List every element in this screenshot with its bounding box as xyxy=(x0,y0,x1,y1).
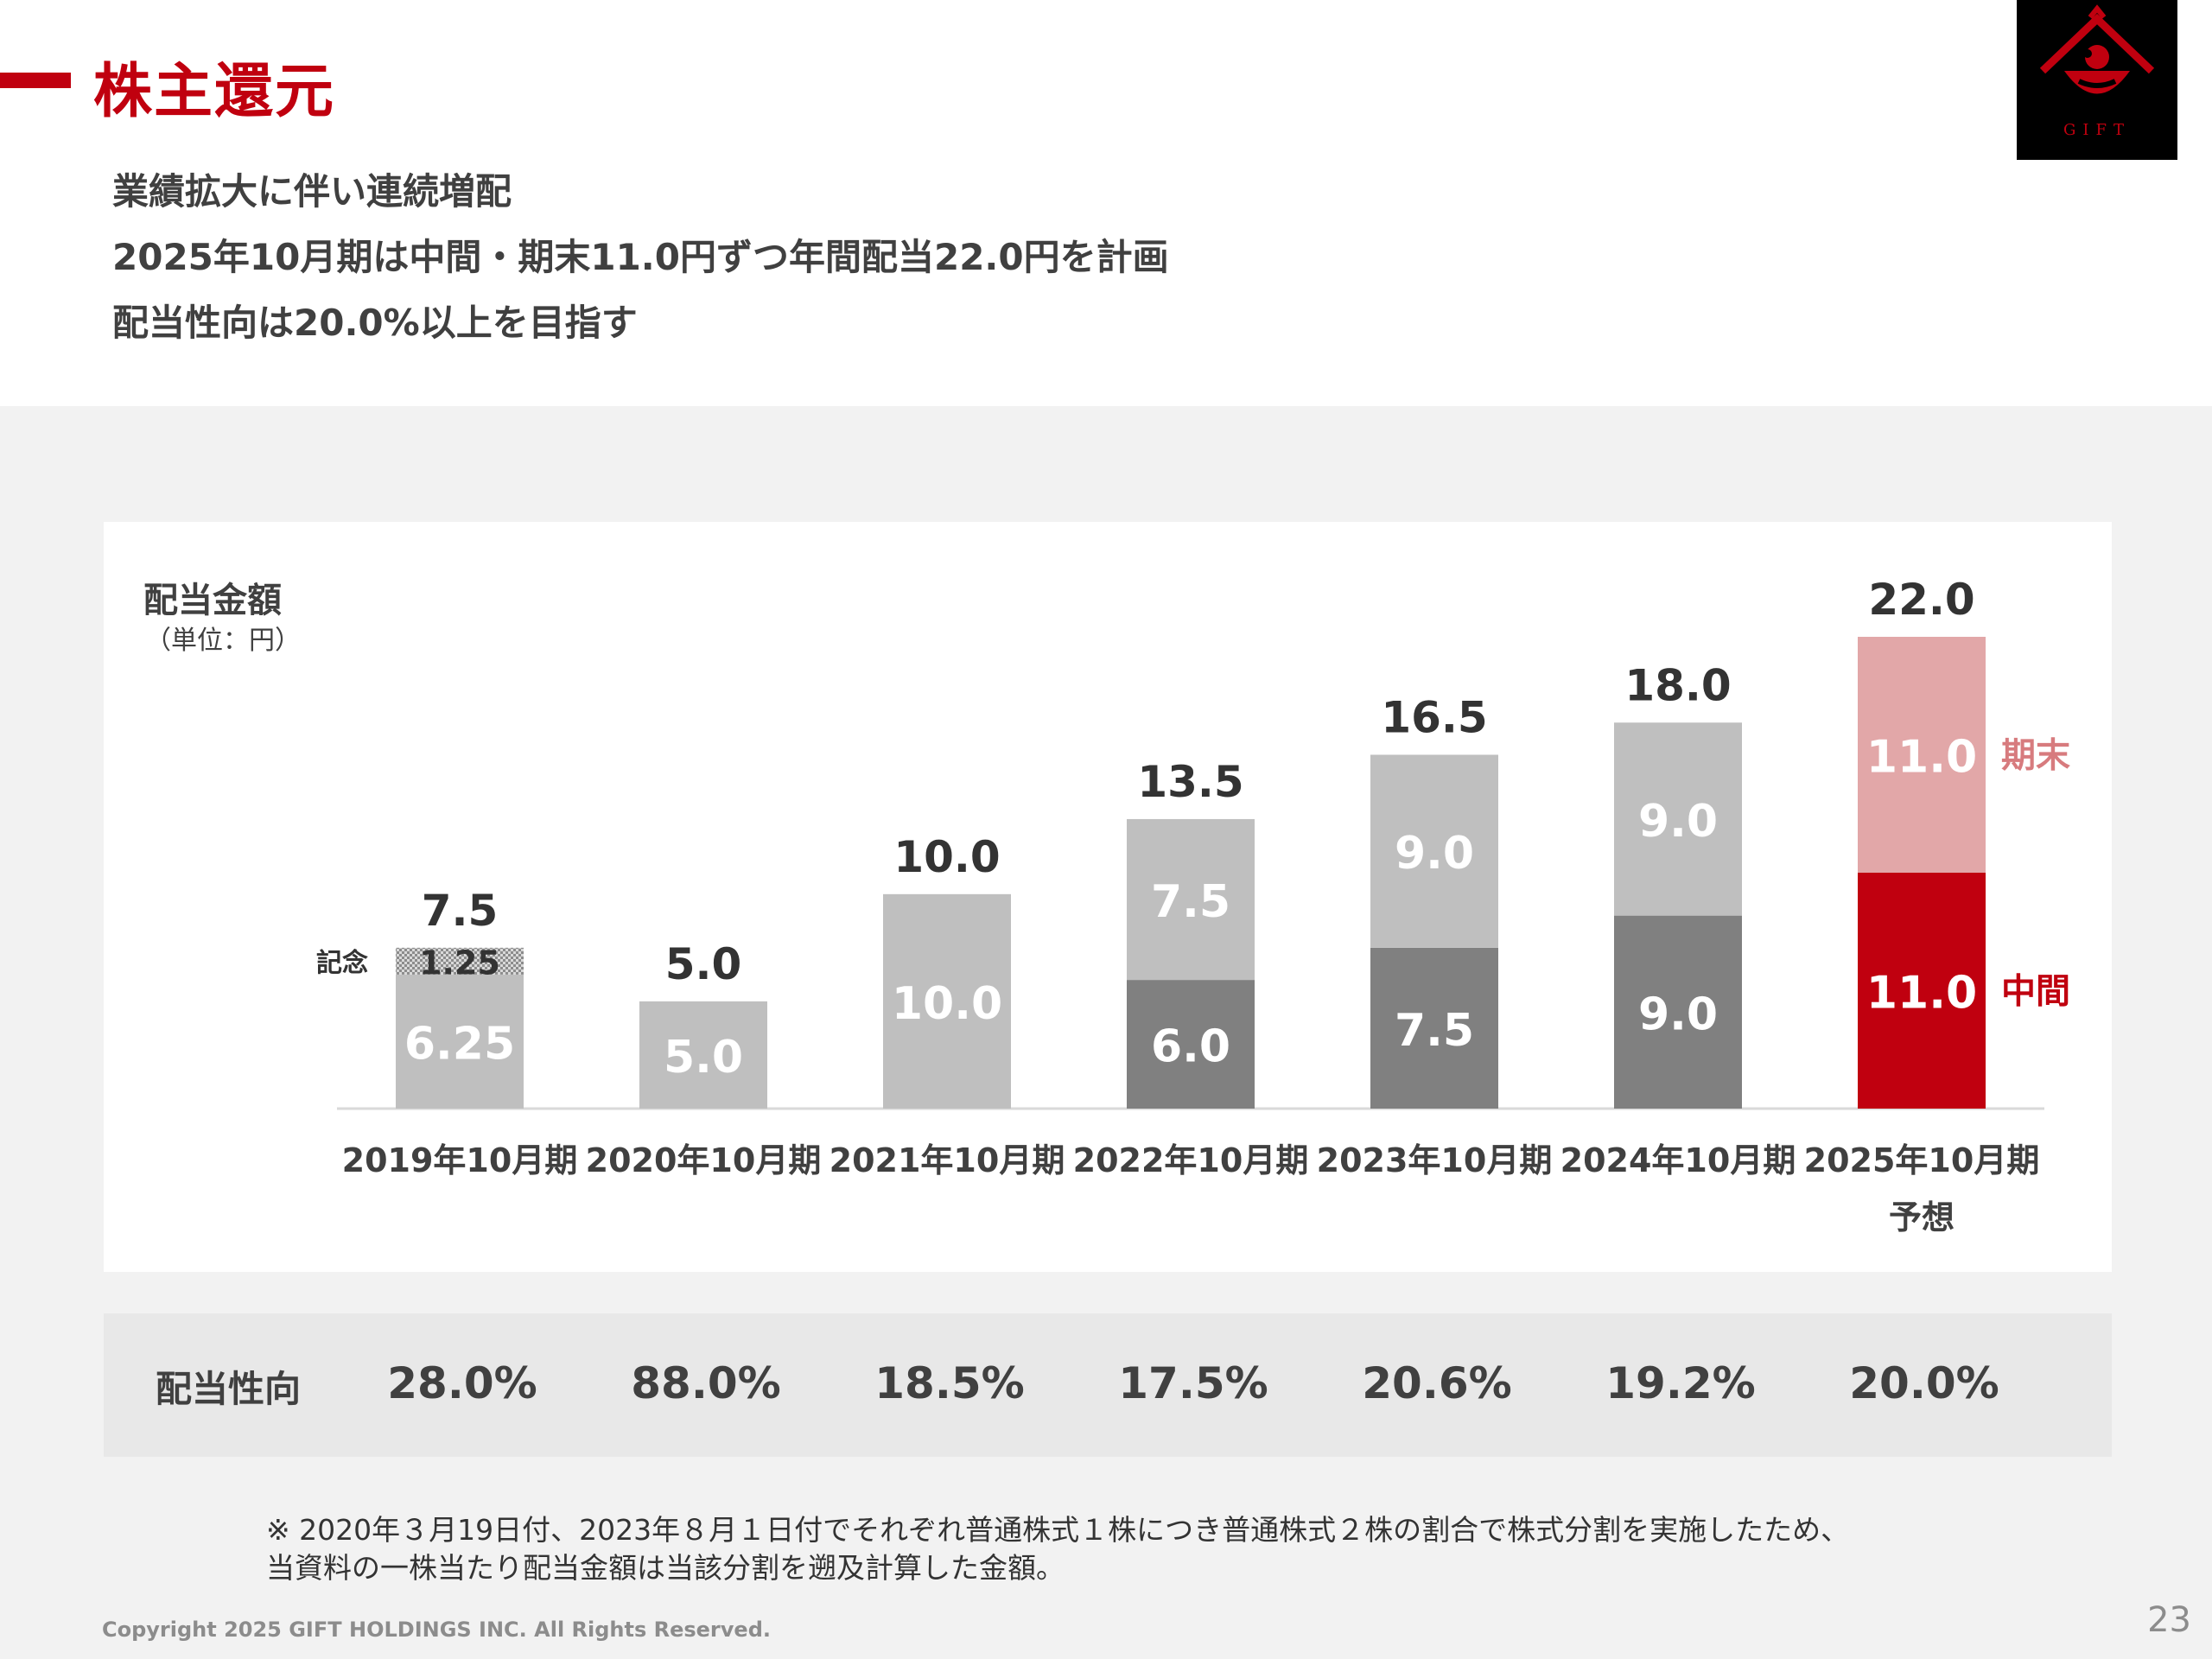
house-logo-icon xyxy=(2039,4,2155,94)
bar-segment-yearend xyxy=(1370,754,1498,948)
segment-value-label: 7.5 xyxy=(1151,876,1230,928)
copyright: Copyright 2025 GIFT HOLDINGS INC. All Ri… xyxy=(102,1618,771,1642)
payout-ratio-value: 17.5% xyxy=(1118,1358,1268,1408)
bar-segment-yearend xyxy=(639,1001,767,1109)
segment-side-label: 中間 xyxy=(2001,972,2070,1012)
x-tick-label: 予想 xyxy=(1889,1198,1955,1236)
bar-segment-interim xyxy=(1370,947,1498,1109)
payout-ratio-value: 20.0% xyxy=(1849,1358,1999,1408)
page-title: 株主還元 xyxy=(93,58,336,126)
lead-line-2: 2025年10月期は中間・期末11.0円ずつ年間配当22.0円を計画 xyxy=(112,236,1169,278)
bar-total-label: 5.0 xyxy=(665,939,742,989)
segment-side-label: 記念 xyxy=(316,948,368,978)
x-tick-label: 2021年10月期 xyxy=(830,1141,1065,1179)
bar-segment-yearend xyxy=(883,893,1011,1109)
segment-side-label: 期末 xyxy=(2001,736,2070,776)
segment-value-label: 7.5 xyxy=(1395,1005,1474,1057)
chart-title: 配当金額 xyxy=(143,581,282,620)
footnote-line-1: ※ 2020年３月19日付、2023年８月１日付でそれぞれ普通株式１株につき普通… xyxy=(266,1513,1850,1547)
payout-ratio-value: 18.5% xyxy=(874,1358,1025,1408)
x-tick-label: 2022年10月期 xyxy=(1073,1141,1309,1179)
bar-total-label: 10.0 xyxy=(893,832,1000,882)
x-tick-label: 2019年10月期 xyxy=(342,1141,578,1179)
payout-ratio-value: 20.6% xyxy=(1362,1358,1512,1408)
bar-total-label: 7.5 xyxy=(422,886,499,936)
page-number: 23 xyxy=(2147,1600,2191,1640)
bar-total-label: 16.5 xyxy=(1381,693,1487,743)
segment-value-label: 6.25 xyxy=(404,1018,515,1070)
bar-total-label: 22.0 xyxy=(1868,575,1974,625)
title-accent-bar xyxy=(0,73,71,88)
payout-ratio-value: 28.0% xyxy=(387,1358,537,1408)
bar-segment-yearend xyxy=(1127,818,1255,981)
lead-line-1: 業績拡大に伴い連続増配 xyxy=(112,170,512,213)
segment-value-label: 5.0 xyxy=(664,1032,743,1084)
bar-total-label: 13.5 xyxy=(1137,757,1243,807)
bar-segment-interim xyxy=(1614,915,1742,1109)
chart-card xyxy=(104,522,2112,1272)
x-tick-label: 2024年10月期 xyxy=(1560,1141,1796,1179)
segment-value-label: 11.0 xyxy=(1866,732,1977,784)
bar-total-label: 18.0 xyxy=(1624,660,1731,710)
bar-segment-yearend xyxy=(1614,722,1742,916)
payout-ratio-row xyxy=(104,1313,2112,1457)
bar-segment-interim xyxy=(1127,980,1255,1109)
segment-value-label: 11.0 xyxy=(1866,968,1977,1020)
segment-value-label: 9.0 xyxy=(1638,988,1718,1040)
x-tick-label: 2023年10月期 xyxy=(1317,1141,1553,1179)
bar-segment-yearend xyxy=(396,974,524,1109)
x-tick-label: 2020年10月期 xyxy=(586,1141,822,1179)
footnote-line-2: 当資料の一株当たり配当金額は当該分割を遡及計算した金額。 xyxy=(266,1551,1065,1585)
payout-ratio-value: 19.2% xyxy=(1605,1358,1756,1408)
segment-value-label: 10.0 xyxy=(892,978,1002,1030)
bar-segment-forecast_yearend xyxy=(1858,637,1986,873)
company-logo: GIFT xyxy=(2017,0,2177,160)
bar-segment-commemorative xyxy=(396,947,524,975)
segment-value-label: 9.0 xyxy=(1638,796,1718,848)
payout-ratio-value: 88.0% xyxy=(631,1358,781,1408)
segment-value-label: 9.0 xyxy=(1395,828,1474,880)
logo-text: GIFT xyxy=(2063,121,2131,139)
segment-value-label: 6.0 xyxy=(1151,1021,1230,1073)
chart-unit: （単位：円） xyxy=(145,626,301,656)
lead-line-3: 配当性向は20.0%以上を目指す xyxy=(112,302,638,344)
bar-segment-forecast_interim xyxy=(1858,873,1986,1109)
x-tick-label: 2025年10月期 xyxy=(1804,1141,2040,1179)
segment-value-label: 1.25 xyxy=(419,944,500,982)
payout-ratio-label: 配当性向 xyxy=(156,1368,302,1410)
